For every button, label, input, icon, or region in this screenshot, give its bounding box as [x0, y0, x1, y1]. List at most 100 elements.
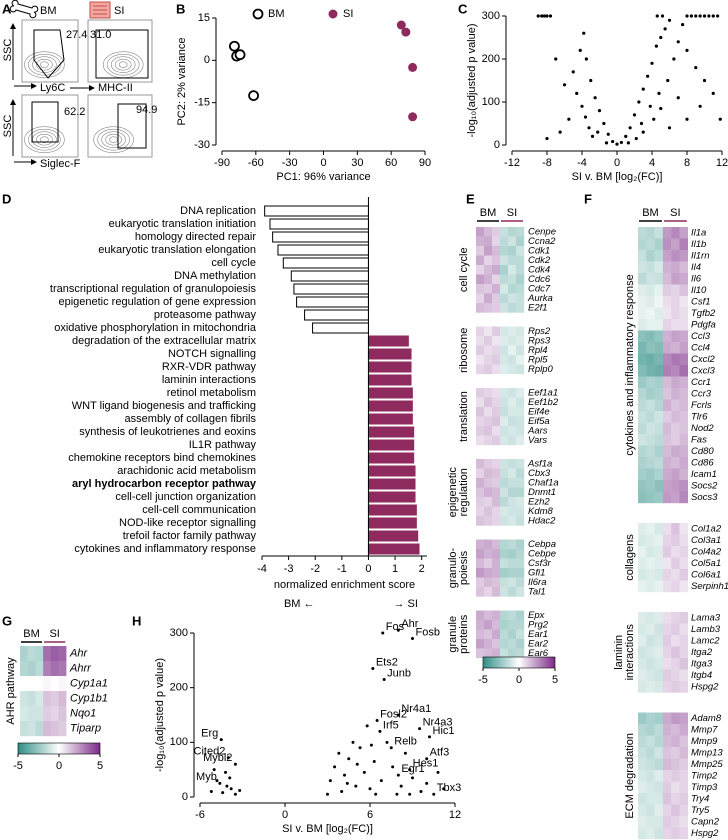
gene-label: Cyp1b1: [70, 692, 108, 704]
x-tick-label: 0: [614, 157, 620, 169]
gene-label: Cdc7: [528, 283, 551, 294]
legend-marker: [328, 9, 338, 19]
x-tick-label: -4: [577, 157, 587, 169]
heatmap-cell: [662, 445, 672, 458]
heatmap-cell: [500, 558, 509, 569]
x-tick-label: -3: [284, 563, 294, 575]
heatmap-cell: [662, 612, 672, 624]
heatmap-cell: [516, 506, 525, 517]
group-label: regulation: [458, 468, 470, 516]
heatmap-cell: [654, 457, 664, 469]
heatmap-cell: [646, 523, 655, 535]
point: [548, 14, 553, 18]
heatmap-cell: [679, 422, 688, 435]
y-tick-label: 200: [170, 682, 188, 694]
contour: [105, 133, 122, 146]
group-label: proteins: [458, 614, 470, 654]
x-tick-label: 6: [367, 809, 373, 821]
heatmap-cell: [500, 648, 509, 659]
point: [381, 631, 385, 635]
heatmap-cell: [671, 388, 680, 400]
heatmap-cell: [638, 365, 647, 377]
heatmap-cell: [508, 388, 517, 398]
gene-label: Ccl3: [691, 331, 711, 342]
heatmap-cell: [646, 307, 655, 320]
heatmap-cell: [638, 623, 647, 636]
heatmap-cell: [476, 355, 485, 365]
heatmap-cell: [500, 478, 509, 488]
heatmap-cell: [508, 336, 517, 346]
point: [333, 765, 337, 769]
heatmap-cell: [484, 236, 493, 247]
bar: [367, 452, 415, 464]
heatmap-cell: [638, 445, 647, 458]
heatmap-cell: [646, 793, 655, 805]
heatmap-cell: [654, 635, 664, 647]
heatmap-cell: [492, 648, 501, 659]
heatmap-cell: [492, 303, 501, 313]
heatmap-cell: [638, 724, 647, 736]
heatmap-cell: [646, 534, 655, 547]
x-tick-label: -90: [214, 157, 230, 169]
point-label: Ahr: [401, 618, 418, 630]
heatmap-cell: [671, 330, 680, 343]
heatmap-cell: [484, 478, 493, 488]
gene-label: Cyp1a1: [70, 677, 108, 689]
point: [212, 768, 216, 772]
heatmap-cell: [484, 246, 493, 256]
heatmap-cell: [671, 273, 680, 285]
heatmap-cell: [58, 661, 67, 677]
heatmap-cell: [492, 468, 501, 479]
heatmap-cell: [500, 577, 509, 588]
point: [378, 729, 382, 733]
heatmap-cell: [500, 397, 509, 408]
heatmap-cell: [476, 506, 485, 517]
heatmap-cell: [492, 416, 501, 427]
heatmap-cell: [662, 712, 672, 725]
point: [408, 112, 418, 122]
point: [632, 113, 637, 117]
heatmap-cell: [35, 721, 44, 737]
group-header: SI: [670, 207, 680, 219]
gene-label: Rplp0: [528, 364, 554, 375]
heatmap-cell: [476, 416, 485, 427]
heatmap-cell: [654, 804, 664, 817]
bar: [367, 465, 416, 477]
group-label: ribosome: [458, 328, 470, 373]
heatmap-cell: [492, 549, 501, 559]
x-tick-label: 12: [716, 157, 728, 169]
heatmap-cell: [646, 681, 655, 693]
point: [641, 87, 645, 91]
contour: [40, 61, 49, 68]
y-tick-label: 300: [482, 10, 500, 22]
group-label: AHR pathway: [5, 657, 17, 725]
gene-label: Cd80: [691, 446, 714, 457]
heatmap-cell: [671, 296, 680, 308]
gene-label: Il1a: [691, 227, 706, 238]
heatmap-cell: [43, 646, 51, 662]
point: [650, 61, 654, 65]
heatmap-cell: [679, 770, 688, 782]
heatmap-cell: [516, 236, 525, 247]
point-label: Egr1: [401, 763, 424, 775]
heatmap-cell: [654, 250, 664, 262]
heatmap-cell: [679, 735, 688, 748]
heatmap-cell: [35, 661, 44, 677]
heatmap-cell: [50, 721, 59, 737]
gene-label: Cd86: [691, 457, 714, 468]
panel-letter: B: [176, 1, 185, 16]
point: [374, 792, 378, 796]
heatmap-cell: [492, 407, 501, 417]
point: [328, 779, 332, 783]
gene-label: Nod2: [691, 423, 714, 434]
panel-letter: C: [458, 1, 468, 16]
y-tick-label: 100: [482, 96, 500, 108]
heatmap-cell: [662, 353, 672, 366]
colorbar: [482, 656, 556, 669]
point: [641, 130, 645, 134]
heatmap-cell: [654, 623, 664, 636]
heatmap-cell: [662, 781, 672, 794]
point: [624, 134, 628, 138]
heatmap-cell: [516, 255, 525, 266]
